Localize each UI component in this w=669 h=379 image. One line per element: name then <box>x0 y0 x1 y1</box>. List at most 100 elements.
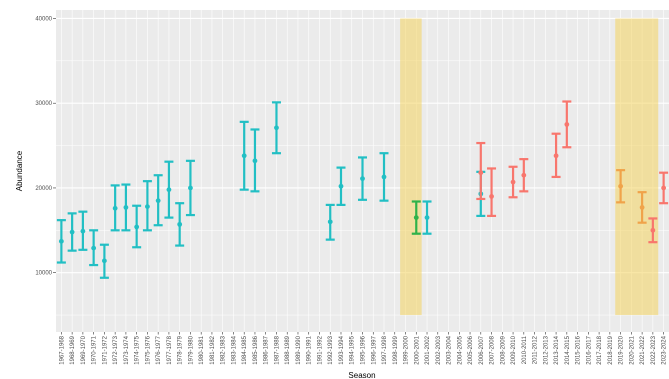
data-point <box>252 158 258 164</box>
data-point <box>177 221 183 227</box>
data-point <box>661 185 667 191</box>
x-tick-label: 1975-1976 <box>145 335 151 364</box>
x-tick-label: 2012-2013 <box>543 335 549 364</box>
error-bar-point <box>56 219 66 264</box>
data-point <box>101 258 107 264</box>
x-tick-label: 1988-1989 <box>285 335 291 364</box>
error-bar-point <box>121 183 131 232</box>
error-bar-series <box>56 100 669 279</box>
data-point <box>564 121 570 127</box>
error-bar-point <box>551 132 561 179</box>
x-tick-label: 2006-2007 <box>479 335 485 364</box>
x-tick-label: 1980-1981 <box>199 335 205 364</box>
x-tick-label: 2018-2019 <box>608 335 614 364</box>
x-tick-label: 1974-1975 <box>135 335 141 364</box>
error-bar-point <box>110 184 120 232</box>
error-bar-point <box>325 203 335 241</box>
y-tick-label: 10000 <box>35 271 52 277</box>
error-bar-point <box>411 200 421 235</box>
error-bar-point <box>185 159 195 217</box>
error-bar-point <box>562 100 572 149</box>
x-tick-label: 1990-1991 <box>307 335 313 364</box>
data-point <box>155 198 161 204</box>
highlight-band <box>615 18 659 316</box>
error-bar-point <box>89 229 99 267</box>
x-axis-ticks: 1967-1968 1968-1969 1969-1970 1970-1971 1971… <box>59 332 668 365</box>
x-tick-label: 2000-2001 <box>414 335 420 364</box>
x-tick-label: 2003-2004 <box>447 335 453 364</box>
x-tick-label: 1967-1968 <box>59 335 65 364</box>
error-bar-point <box>271 101 281 155</box>
y-axis-ticks: 10000 20000 30000 40000 <box>35 16 56 277</box>
data-point <box>123 205 129 210</box>
data-point <box>650 227 656 233</box>
data-point <box>639 205 645 210</box>
x-tick-label: 2014-2015 <box>565 335 571 364</box>
error-bar-point <box>358 156 367 201</box>
error-bar-point <box>637 191 647 224</box>
x-tick-label: 1992-1993 <box>328 335 334 364</box>
x-tick-label: 2004-2005 <box>457 335 463 364</box>
x-tick-label: 1981-1982 <box>210 335 216 364</box>
x-tick-label: 2008-2009 <box>500 335 506 364</box>
data-point <box>166 187 172 193</box>
data-point <box>241 153 247 159</box>
grid <box>56 10 669 332</box>
x-tick-label: 2011-2012 <box>533 335 539 364</box>
data-point <box>489 194 494 199</box>
x-tick-label: 1985-1986 <box>253 335 259 364</box>
x-tick-label: 1999-2000 <box>404 335 410 364</box>
error-bar-point <box>616 169 626 204</box>
y-axis-title: Abundance <box>15 150 24 191</box>
x-tick-label: 1970-1971 <box>92 335 98 364</box>
x-tick-label: 2005-2006 <box>468 335 474 364</box>
error-bar-point <box>250 128 260 193</box>
highlight-band <box>400 18 422 316</box>
x-tick-label: 1984-1985 <box>242 335 248 364</box>
x-tick-label: 1968-1969 <box>70 335 76 364</box>
x-tick-label: 2013-2014 <box>554 335 560 364</box>
data-point <box>91 245 97 251</box>
highlight-bands <box>400 18 659 316</box>
data-point <box>553 153 559 159</box>
error-bar-point <box>487 167 497 218</box>
y-tick-label: 30000 <box>35 101 52 107</box>
data-point <box>112 205 118 211</box>
x-tick-label: 1978-1979 <box>178 335 184 364</box>
x-tick-label: 2015-2016 <box>576 335 582 364</box>
data-point <box>327 219 333 225</box>
data-point <box>510 179 516 185</box>
x-tick-label: 2020-2021 <box>629 335 635 364</box>
x-tick-label: 1969-1970 <box>81 335 87 364</box>
x-tick-label: 1976-1977 <box>156 335 162 364</box>
x-tick-label: 2019-2020 <box>619 335 625 364</box>
x-tick-label: 1979-1980 <box>188 335 194 364</box>
x-tick-label: 1983-1984 <box>231 335 237 364</box>
x-tick-label: 1989-1990 <box>296 335 302 364</box>
x-tick-label: 2002-2003 <box>436 335 442 364</box>
error-bar-point <box>67 212 77 252</box>
data-point <box>478 170 484 176</box>
x-tick-label: 2017-2018 <box>597 335 603 364</box>
error-bar-point <box>132 204 142 249</box>
x-tick-label: 2021-2022 <box>640 335 646 364</box>
x-tick-label: 2022-2023 <box>651 335 657 364</box>
x-tick-label: 1994-1995 <box>350 335 356 364</box>
error-bar-point <box>379 152 389 202</box>
x-tick-label: 2010-2011 <box>522 335 528 364</box>
error-bar-point <box>519 158 529 193</box>
x-tick-label: 1971-1972 <box>102 335 108 364</box>
data-point <box>338 183 344 189</box>
x-tick-label: 1977-1978 <box>167 335 173 364</box>
error-bar-point <box>508 165 518 199</box>
x-tick-label: 1987-1988 <box>274 335 280 364</box>
x-tick-label: 1995-1996 <box>361 335 367 364</box>
x-tick-label: 1997-1998 <box>382 335 388 364</box>
y-tick-label: 20000 <box>35 186 52 192</box>
error-bar-point <box>164 160 174 219</box>
data-point <box>413 215 419 221</box>
error-bar-point <box>648 217 658 244</box>
data-point <box>274 125 279 131</box>
error-bar-point <box>659 171 669 205</box>
